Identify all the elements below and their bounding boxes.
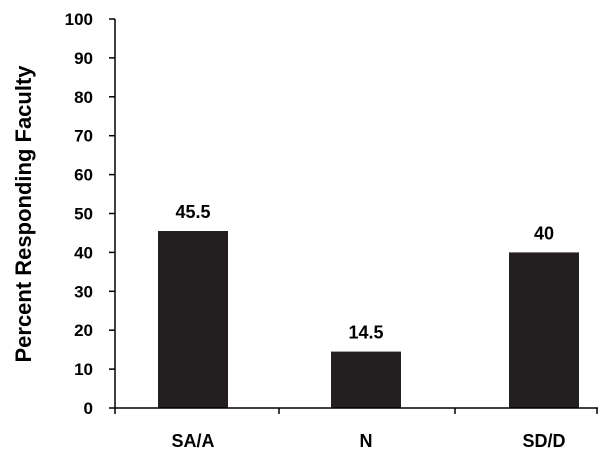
y-tick-label: 90 xyxy=(74,49,93,68)
y-tick-label: 50 xyxy=(74,205,93,224)
y-tick-label: 100 xyxy=(65,10,93,29)
y-tick-label: 60 xyxy=(74,166,93,185)
labels-group: 45.5 SA/A 14.5 N 40 SD/D 0 10 20 30 40 50 60 70 80 90 10… xyxy=(65,10,566,451)
bars-group xyxy=(158,231,579,408)
axes-group xyxy=(109,18,598,414)
y-tick-label: 10 xyxy=(74,360,93,379)
x-tick-label: N xyxy=(360,431,373,451)
data-label: 14.5 xyxy=(348,323,383,343)
bar-n xyxy=(331,351,401,408)
x-tick-label: SA/A xyxy=(171,431,214,451)
data-label: 40 xyxy=(534,223,554,243)
data-label: 45.5 xyxy=(175,202,210,222)
y-tick-label: 70 xyxy=(74,127,93,146)
y-tick-label: 20 xyxy=(74,321,93,340)
bar-sd-d xyxy=(509,252,579,408)
x-tick-label: SD/D xyxy=(522,431,565,451)
y-axis-title: Percent Responding Faculty xyxy=(11,65,36,363)
y-tick-label: 30 xyxy=(74,282,93,301)
y-tick-label: 80 xyxy=(74,88,93,107)
y-tick-label: 40 xyxy=(74,243,93,262)
y-tick-label: 0 xyxy=(84,399,93,418)
bar-sa-a xyxy=(158,231,228,408)
